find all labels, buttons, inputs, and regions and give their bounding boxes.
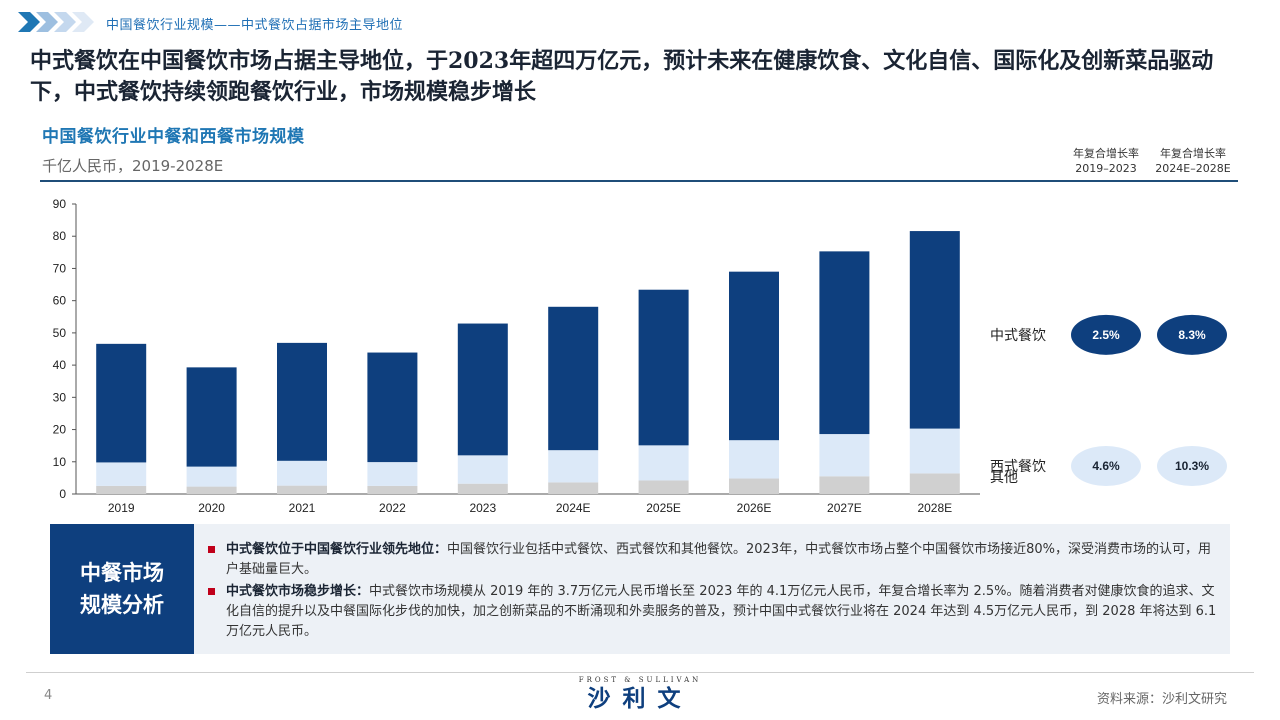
- cagr-header-label: 年复合增长率: [1160, 147, 1226, 160]
- analysis-tag: 中餐市场 规模分析: [50, 524, 194, 654]
- cagr-value: 4.6%: [1092, 459, 1120, 473]
- page-number: 4: [44, 688, 53, 703]
- cagr-header-period: 2019–2023: [1075, 162, 1137, 175]
- header-chevron-icon: [18, 12, 94, 32]
- x-tick-label: 2020: [198, 501, 225, 515]
- footer-divider: [26, 672, 1254, 673]
- x-tick-label: 2025E: [646, 501, 681, 515]
- page-headline: 中式餐饮在中国餐饮市场占据主导地位，于2023年超四万亿元，预计未来在健康饮食、…: [30, 48, 1214, 105]
- analysis-tag-line: 中餐市场: [80, 560, 164, 585]
- bar-segment: [729, 271, 779, 441]
- analysis-tag-line: 规模分析: [80, 592, 164, 617]
- bar-segment: [909, 428, 960, 474]
- bar-segment: [457, 455, 508, 484]
- bar-segment: [819, 476, 870, 494]
- logo-chinese-text: 沙利文: [587, 686, 693, 712]
- stacked-bar-chart: 0 10 20 30 40 50 60 70 80 90 2019 2020 2021 2022 2023 2…: [53, 197, 1227, 515]
- bullet-square-icon: [208, 546, 215, 553]
- header-divider: [40, 180, 1238, 182]
- bar-segment: [96, 462, 147, 486]
- bar-segment: [457, 323, 508, 456]
- bar-segment: [277, 342, 327, 461]
- bar-segment: [638, 480, 689, 494]
- section-label: 中国餐饮行业规模——中式餐饮占据市场主导地位: [106, 18, 404, 33]
- series-label: 其他: [990, 470, 1018, 486]
- series-label: 西式餐饮: [990, 459, 1046, 475]
- x-tick-label: 2024E: [556, 501, 591, 515]
- bar-segment: [277, 460, 327, 486]
- cagr-value: 8.3%: [1178, 328, 1206, 342]
- analysis-bullet: 中式餐饮位于中国餐饮行业领先地位：中国餐饮行业包括中式餐饮、西式餐饮和其他餐饮。…: [208, 540, 1223, 580]
- bar-segment: [548, 450, 599, 483]
- frost-sullivan-logo: FROST & SULLIVAN 沙利文: [560, 676, 720, 720]
- bar-segment: [548, 482, 599, 494]
- bar-segment: [96, 343, 147, 463]
- cagr-header-2019-2023: 年复合增长率 2019–2023: [1062, 146, 1150, 176]
- x-tick-label: 2027E: [827, 501, 862, 515]
- x-tick-label: 2022: [379, 501, 406, 515]
- y-tick-label: 30: [53, 390, 67, 404]
- bar-segment: [729, 478, 779, 494]
- bar-segment: [909, 231, 960, 429]
- analysis-panel: [50, 524, 1230, 654]
- bullet-text: 中式餐饮市场规模从 2019 年的 3.7万亿元人民币增长至 2023 年的 4…: [226, 584, 1217, 639]
- chart-subtitle: 千亿人民币，2019-2028E: [42, 157, 224, 175]
- cagr-badge: [1071, 445, 1141, 486]
- cagr-badge: [1157, 445, 1227, 486]
- series-label: 中式餐饮: [990, 328, 1046, 344]
- bar-segment: [367, 462, 418, 486]
- bar-segment: [367, 352, 418, 463]
- x-tick-label: 2021: [289, 501, 316, 515]
- y-tick-label: 80: [53, 229, 67, 243]
- y-tick-label: 10: [53, 455, 67, 469]
- bar-segment: [367, 485, 418, 494]
- bar-segment: [638, 289, 689, 446]
- cagr-header-period: 2024E–2028E: [1155, 162, 1231, 175]
- cagr-badge: [1071, 314, 1141, 355]
- bar-segment: [819, 251, 870, 435]
- bar-segment: [277, 485, 327, 494]
- bar-segment: [186, 486, 237, 494]
- cagr-header-label: 年复合增长率: [1073, 147, 1139, 160]
- y-tick-label: 40: [53, 358, 67, 372]
- bar-segment: [729, 440, 779, 479]
- y-tick-label: 50: [53, 326, 67, 340]
- y-tick-label: 0: [59, 487, 66, 501]
- bar-segment: [96, 485, 147, 494]
- bar-segment: [638, 445, 689, 481]
- cagr-badge: [1157, 314, 1227, 355]
- analysis-text: 中式餐饮位于中国餐饮行业领先地位：中国餐饮行业包括中式餐饮、西式餐饮和其他餐饮。…: [208, 540, 1223, 644]
- bar-segment: [457, 483, 508, 494]
- x-tick-label: 2026E: [737, 501, 772, 515]
- bar-segment: [819, 434, 870, 477]
- y-tick-label: 60: [53, 294, 67, 308]
- chart-title: 中国餐饮行业中餐和西餐市场规模: [42, 127, 305, 147]
- bar-segment: [186, 466, 237, 487]
- bullet-square-icon: [208, 588, 215, 595]
- logo-english-text: FROST & SULLIVAN: [578, 676, 702, 684]
- analysis-bullet: 中式餐饮市场稳步增长：中式餐饮市场规模从 2019 年的 3.7万亿元人民币增长…: [208, 582, 1223, 642]
- x-tick-label: 2019: [108, 501, 135, 515]
- y-tick-label: 20: [53, 423, 67, 437]
- bar-segment: [186, 367, 237, 467]
- cagr-value: 10.3%: [1175, 459, 1209, 473]
- bar-segment: [548, 306, 599, 451]
- bullet-title: 中式餐饮位于中国餐饮行业领先地位：: [226, 542, 448, 557]
- x-tick-label: 2028E: [917, 501, 952, 515]
- bar-segment: [909, 473, 960, 494]
- y-tick-label: 70: [53, 261, 67, 275]
- cagr-value: 2.5%: [1092, 328, 1120, 342]
- x-tick-label: 2023: [469, 501, 496, 515]
- bullet-text: 中国餐饮行业包括中式餐饮、西式餐饮和其他餐饮。2023年，中式餐饮市场占整个中国…: [226, 542, 1211, 577]
- y-tick-label: 90: [53, 197, 67, 211]
- bullet-title: 中式餐饮市场稳步增长：: [226, 584, 370, 599]
- source-note: 资料来源：沙利文研究: [1097, 692, 1228, 707]
- cagr-header-2024-2028: 年复合增长率 2024E–2028E: [1148, 146, 1238, 176]
